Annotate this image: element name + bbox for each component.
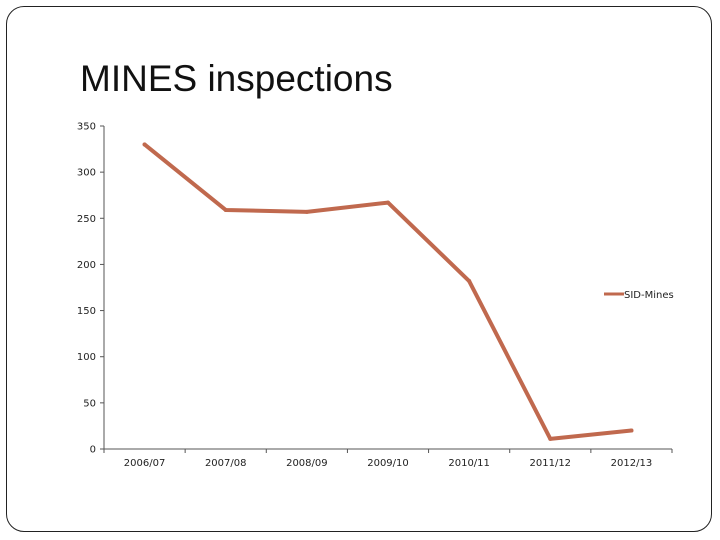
y-tick-label: 50 [83, 398, 96, 409]
x-tick-label: 2006/07 [124, 458, 166, 469]
y-tick-label: 150 [77, 306, 96, 317]
x-tick-label: 2011/12 [530, 458, 572, 469]
y-tick-label: 200 [77, 260, 96, 271]
x-tick-label: 2009/10 [367, 458, 409, 469]
series-line-sid-mines [142, 142, 634, 441]
data-point [386, 200, 390, 205]
data-point [629, 428, 634, 433]
x-tick-label: 2007/08 [205, 458, 247, 469]
y-tick-label: 350 [77, 122, 96, 133]
data-point [142, 142, 147, 147]
x-tick-label: 2008/09 [286, 458, 328, 469]
y-tick-label: 300 [77, 168, 96, 179]
data-point [548, 436, 553, 441]
data-point [223, 207, 228, 212]
slide-frame [6, 6, 712, 532]
data-point [467, 279, 472, 284]
y-tick-label: 100 [77, 352, 96, 363]
y-tick-label: 0 [90, 445, 96, 456]
x-tick-label: 2010/11 [448, 458, 490, 469]
legend-label: SID-Mines [624, 290, 674, 301]
y-tick-label: 250 [77, 214, 96, 225]
slide-title: MINES inspections [80, 58, 393, 99]
x-tick-label: 2012/13 [611, 458, 653, 469]
data-point [304, 209, 309, 214]
